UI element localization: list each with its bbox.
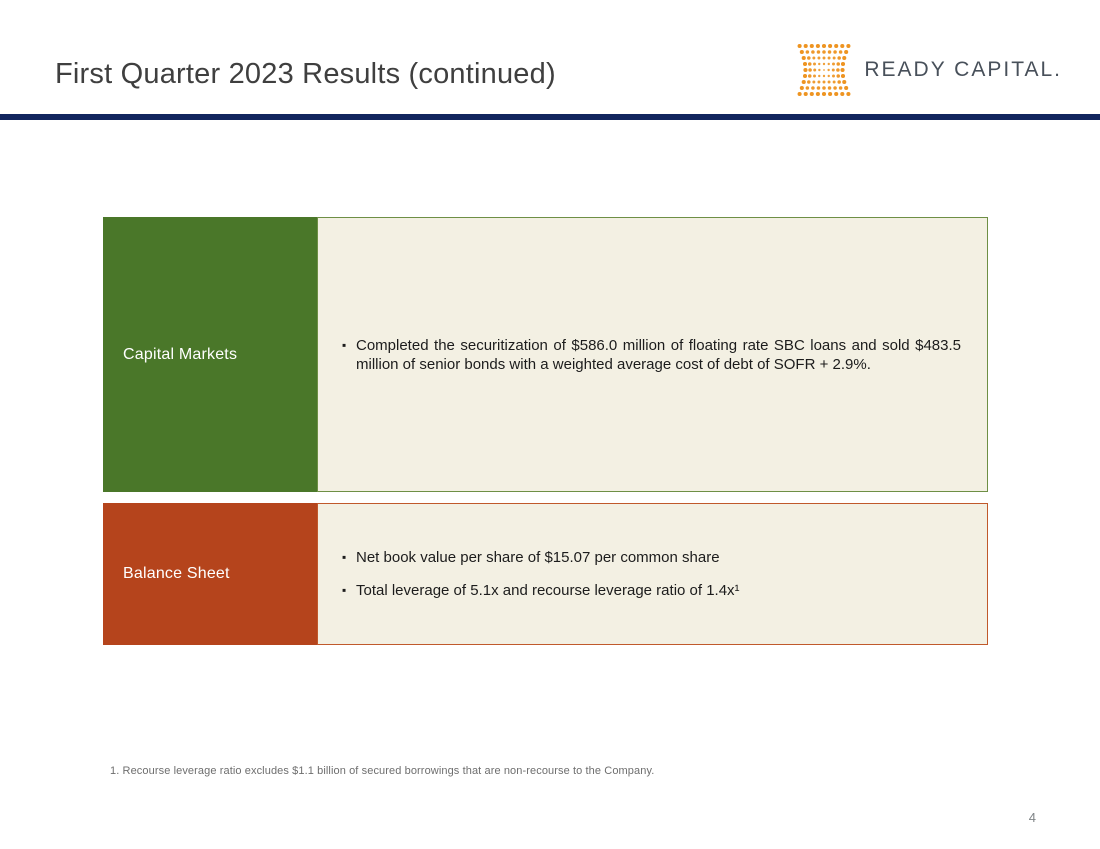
balance-sheet-label: Balance Sheet <box>123 565 230 582</box>
bullet-item: Total leverage of 5.1x and recourse leve… <box>318 581 961 600</box>
capital-markets-content-cell: Completed the securitization of $586.0 m… <box>317 217 988 492</box>
page-title: First Quarter 2023 Results (continued) <box>55 58 556 90</box>
capital-markets-label-cell: Capital Markets <box>103 217 317 492</box>
bullet-item: Net book value per share of $15.07 per c… <box>318 548 961 567</box>
balance-sheet-bullet-list: Net book value per share of $15.07 per c… <box>318 541 961 607</box>
capital-markets-bullet-list: Completed the securitization of $586.0 m… <box>318 329 961 381</box>
footnote: 1. Recourse leverage ratio excludes $1.1… <box>110 765 655 777</box>
balance-sheet-label-cell: Balance Sheet <box>103 503 317 645</box>
balance-sheet-row: Balance Sheet Net book value per share o… <box>103 503 988 645</box>
dot-grid-logo-icon <box>797 43 851 97</box>
capital-markets-row: Capital Markets Completed the securitiza… <box>103 217 988 492</box>
header-divider <box>0 114 1100 120</box>
logo-wordmark: READY CAPITAL. <box>864 58 1062 81</box>
page-number: 4 <box>1028 810 1036 825</box>
company-logo: READY CAPITAL. <box>796 41 1062 99</box>
capital-markets-label: Capital Markets <box>123 345 238 363</box>
balance-sheet-content-cell: Net book value per share of $15.07 per c… <box>317 503 988 645</box>
bullet-item: Completed the securitization of $586.0 m… <box>318 336 961 374</box>
